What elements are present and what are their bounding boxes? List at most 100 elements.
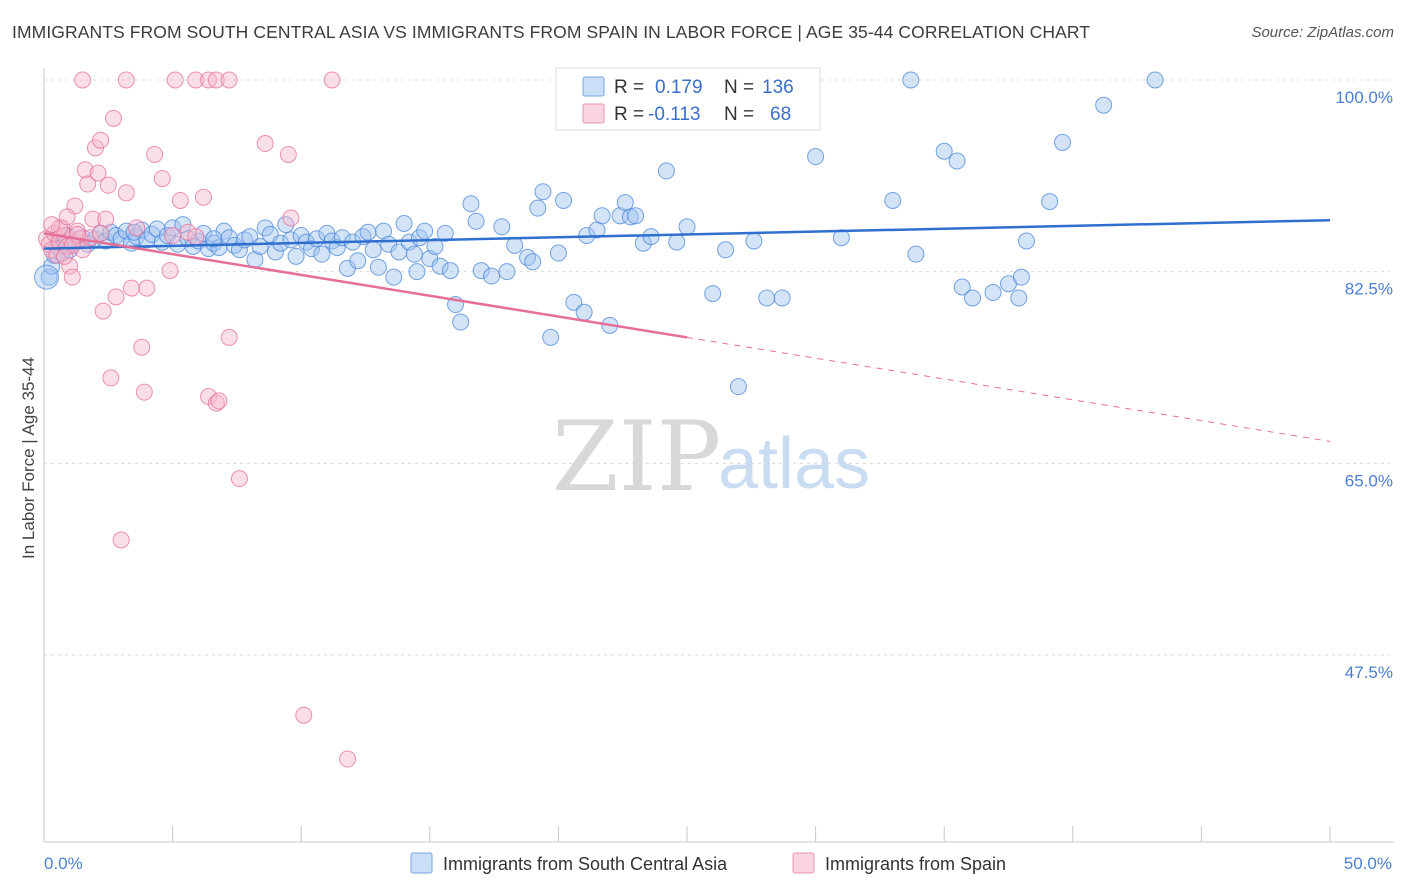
point-south-central-asia	[416, 222, 434, 240]
point-spain	[256, 135, 274, 153]
point-spain	[194, 188, 212, 206]
point-south-central-asia	[807, 148, 825, 166]
point-south-central-asia	[704, 285, 722, 303]
point-spain	[135, 383, 153, 401]
point-south-central-asia	[616, 194, 634, 212]
point-spain	[89, 164, 107, 182]
point-south-central-asia	[745, 232, 763, 250]
point-south-central-asia	[472, 262, 490, 280]
legend-n-label-0: N =	[724, 77, 754, 98]
point-spain	[117, 184, 135, 202]
point-spain	[179, 223, 197, 241]
point-south-central-asia	[907, 245, 925, 263]
point-south-central-asia	[642, 228, 660, 246]
legend-n-value-0: 136	[762, 77, 794, 98]
point-spain	[97, 210, 115, 228]
point-south-central-asia	[302, 240, 320, 258]
point-south-central-asia	[984, 283, 1002, 301]
point-south-central-asia	[1041, 193, 1059, 211]
point-south-central-asia	[408, 263, 426, 281]
point-spain	[187, 228, 205, 246]
point-spain	[207, 71, 225, 89]
correlation-legend: R = 0.179 N = 136 R = -0.113 N = 68	[555, 67, 821, 131]
point-south-central-asia	[773, 289, 791, 307]
point-spain	[230, 470, 248, 488]
point-spain	[79, 175, 97, 193]
point-south-central-asia	[467, 212, 485, 230]
point-spain	[207, 394, 225, 412]
point-south-central-asia	[1146, 71, 1164, 89]
point-south-central-asia	[34, 264, 60, 290]
point-south-central-asia	[884, 191, 902, 209]
point-south-central-asia	[426, 237, 444, 255]
point-south-central-asia	[498, 263, 516, 281]
series-legend: Immigrants from South Central Asia Immig…	[410, 852, 1006, 874]
point-spain	[74, 241, 92, 259]
point-south-central-asia	[963, 289, 981, 307]
point-south-central-asia	[395, 214, 413, 232]
point-south-central-asia	[948, 152, 966, 170]
point-spain	[58, 208, 76, 226]
y-tick-label: 47.5%	[1345, 663, 1393, 682]
point-south-central-asia	[230, 241, 248, 259]
point-south-central-asia	[1018, 232, 1036, 250]
trend-lines	[43, 218, 1331, 442]
point-spain	[56, 247, 74, 265]
y-axis-label: In Labor Force | Age 35-44	[19, 357, 38, 559]
point-south-central-asia	[441, 262, 459, 280]
legend-swatch-blue	[582, 76, 605, 97]
point-south-central-asia	[678, 218, 696, 236]
point-spain	[220, 328, 238, 346]
point-south-central-asia	[832, 229, 850, 247]
point-south-central-asia	[593, 207, 611, 225]
point-spain	[63, 268, 81, 286]
trend-line-south-central-asia	[43, 218, 1331, 250]
point-south-central-asia	[205, 230, 223, 248]
point-spain	[171, 191, 189, 209]
point-spain	[338, 750, 356, 768]
legend-r-label-1: R =	[614, 104, 644, 125]
point-spain	[43, 216, 61, 234]
point-south-central-asia	[375, 222, 393, 240]
point-spain	[166, 71, 184, 89]
point-south-central-asia	[627, 207, 645, 225]
legend-r-value-1: -0.113	[648, 104, 700, 125]
point-south-central-asia	[542, 328, 560, 346]
point-spain	[295, 706, 313, 724]
point-spain	[146, 145, 164, 163]
point-south-central-asia	[40, 268, 58, 286]
legend-label-south-central-asia: Immigrants from South Central Asia	[443, 854, 728, 874]
trend-line-spain-extension	[686, 336, 1331, 442]
point-spain	[161, 262, 179, 280]
point-south-central-asia	[483, 267, 501, 285]
trend-line-spain	[43, 232, 688, 339]
point-spain	[104, 109, 122, 127]
axes	[43, 68, 1394, 843]
watermark-zip: ZIP	[552, 401, 721, 513]
point-south-central-asia	[529, 199, 547, 217]
point-south-central-asia	[935, 142, 953, 160]
point-south-central-asia	[462, 195, 480, 213]
point-south-central-asia	[524, 253, 542, 271]
point-spain	[102, 369, 120, 387]
point-spain	[128, 219, 146, 237]
point-spain	[84, 210, 102, 228]
point-spain	[117, 71, 135, 89]
point-south-central-asia	[125, 223, 143, 241]
point-south-central-asia	[1095, 96, 1113, 114]
legend-swatch-spain	[792, 852, 815, 874]
source-label: Source: ZipAtlas.com	[1251, 24, 1394, 41]
point-spain	[76, 161, 94, 179]
point-south-central-asia	[359, 223, 377, 241]
y-tick-labels: 47.5% 65.0% 82.5% 100.0%	[1335, 88, 1393, 682]
watermark: ZIP atlas	[552, 401, 870, 513]
point-spain	[133, 338, 151, 356]
point-south-central-asia	[369, 258, 387, 276]
point-south-central-asia	[657, 162, 675, 180]
point-south-central-asia	[953, 278, 971, 296]
point-south-central-asia	[431, 257, 449, 275]
point-spain	[282, 209, 300, 227]
legend-r-value-0: 0.179	[655, 77, 703, 98]
point-south-central-asia	[251, 237, 269, 255]
